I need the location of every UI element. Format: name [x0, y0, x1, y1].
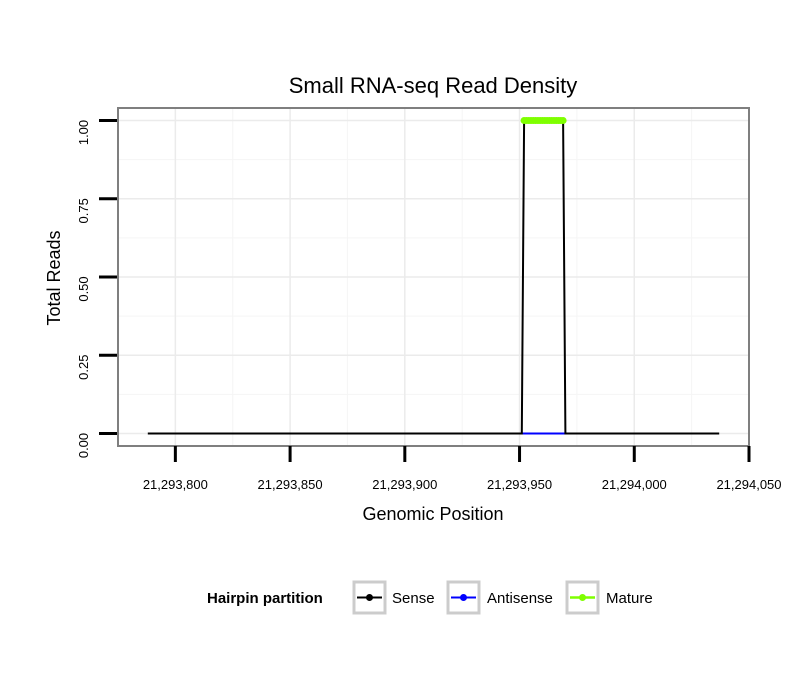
- legend-key-point: [460, 594, 467, 601]
- x-tick-label: 21,293,950: [487, 477, 552, 492]
- y-axis-title: Total Reads: [44, 230, 64, 325]
- x-tick-label: 21,294,050: [716, 477, 781, 492]
- legend-key-sense: [352, 580, 387, 615]
- x-tick-label: 21,293,800: [143, 477, 208, 492]
- legend-label-sense: Sense: [392, 590, 435, 607]
- y-tick-label: 0.50: [76, 276, 91, 301]
- legend-key-point: [366, 594, 373, 601]
- legend-key-mature: [565, 580, 600, 615]
- legend-title: Hairpin partition: [207, 590, 323, 607]
- x-tick-label: 21,293,900: [372, 477, 437, 492]
- legend-key-point: [579, 594, 586, 601]
- x-axis-title: Genomic Position: [362, 504, 503, 524]
- y-tick-label: 0.25: [76, 355, 91, 380]
- y-tick-label: 0.00: [76, 433, 91, 458]
- plot-border: [117, 107, 750, 447]
- legend-label-mature: Mature: [606, 590, 653, 607]
- chart-title: Small RNA-seq Read Density: [289, 73, 578, 98]
- legend: Hairpin partition Sense Antisense Mature: [207, 580, 653, 615]
- legend-key-antisense: [446, 580, 481, 615]
- legend-label-antisense: Antisense: [487, 590, 553, 607]
- data-point-mature: [559, 117, 567, 124]
- y-tick-label: 0.75: [76, 198, 91, 223]
- x-tick-label: 21,293,850: [258, 477, 323, 492]
- y-tick-label: 1.00: [76, 120, 91, 145]
- x-tick-label: 21,294,000: [602, 477, 667, 492]
